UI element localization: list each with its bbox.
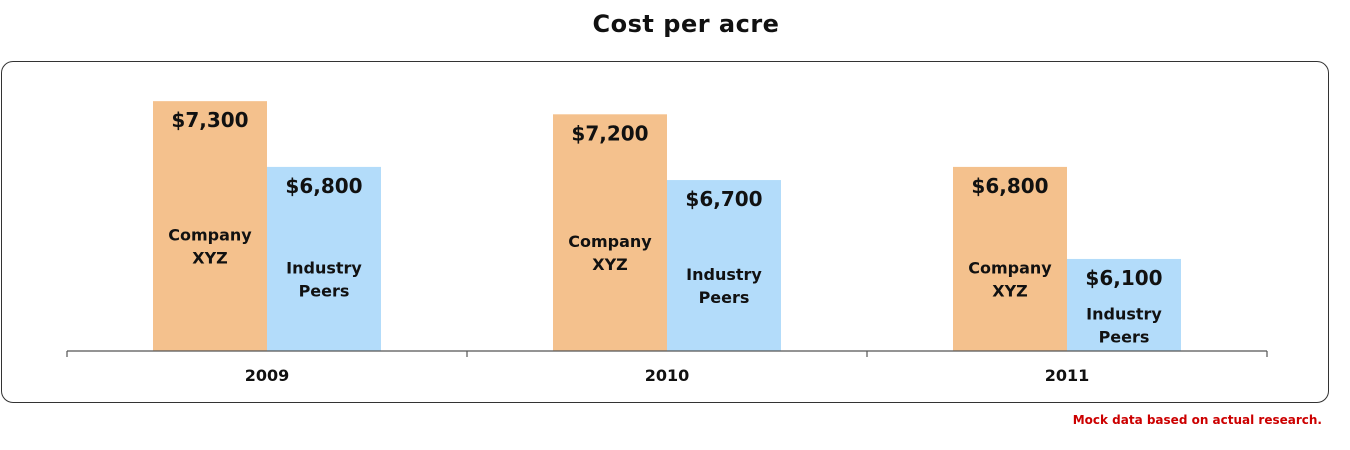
bar-2009-series-2 (267, 166, 381, 351)
chart-title: Cost per acre (592, 10, 780, 38)
x-tick-label: 2010 (645, 366, 690, 385)
bar-2010-series-2 (667, 180, 781, 351)
bar-series-label: Industry (686, 265, 762, 284)
x-tick-label: 2011 (1045, 366, 1090, 385)
bar-series-label: XYZ (592, 255, 628, 274)
bar-value-label: $6,700 (685, 187, 762, 211)
bar-series-label: Peers (299, 281, 350, 300)
bar-series-label: Company (968, 258, 1052, 277)
bar-value-label: $7,300 (171, 108, 248, 132)
bar-series-label: Company (568, 232, 652, 251)
bar-value-label: $6,800 (285, 174, 362, 198)
bar-value-label: $6,100 (1085, 266, 1162, 290)
footnote: Mock data based on actual research. (1072, 413, 1322, 427)
bar-2010-series-1 (553, 114, 667, 351)
x-tick-label: 2009 (245, 366, 290, 385)
bar-series-label: Company (168, 226, 252, 245)
bar-2011-series-1 (953, 166, 1067, 351)
bar-series-label: Industry (286, 258, 362, 277)
bar-series-label: XYZ (192, 249, 228, 268)
bar-series-label: Industry (1086, 304, 1162, 323)
bar-value-label: $6,800 (971, 174, 1048, 198)
bar-series-label: Peers (1099, 327, 1150, 346)
bar-2011-series-2 (1067, 258, 1181, 351)
bar-2009-series-1 (153, 101, 267, 352)
bar-value-label: $7,200 (571, 121, 648, 145)
bar-series-label: XYZ (992, 281, 1028, 300)
bar-series-label: Peers (699, 288, 750, 307)
